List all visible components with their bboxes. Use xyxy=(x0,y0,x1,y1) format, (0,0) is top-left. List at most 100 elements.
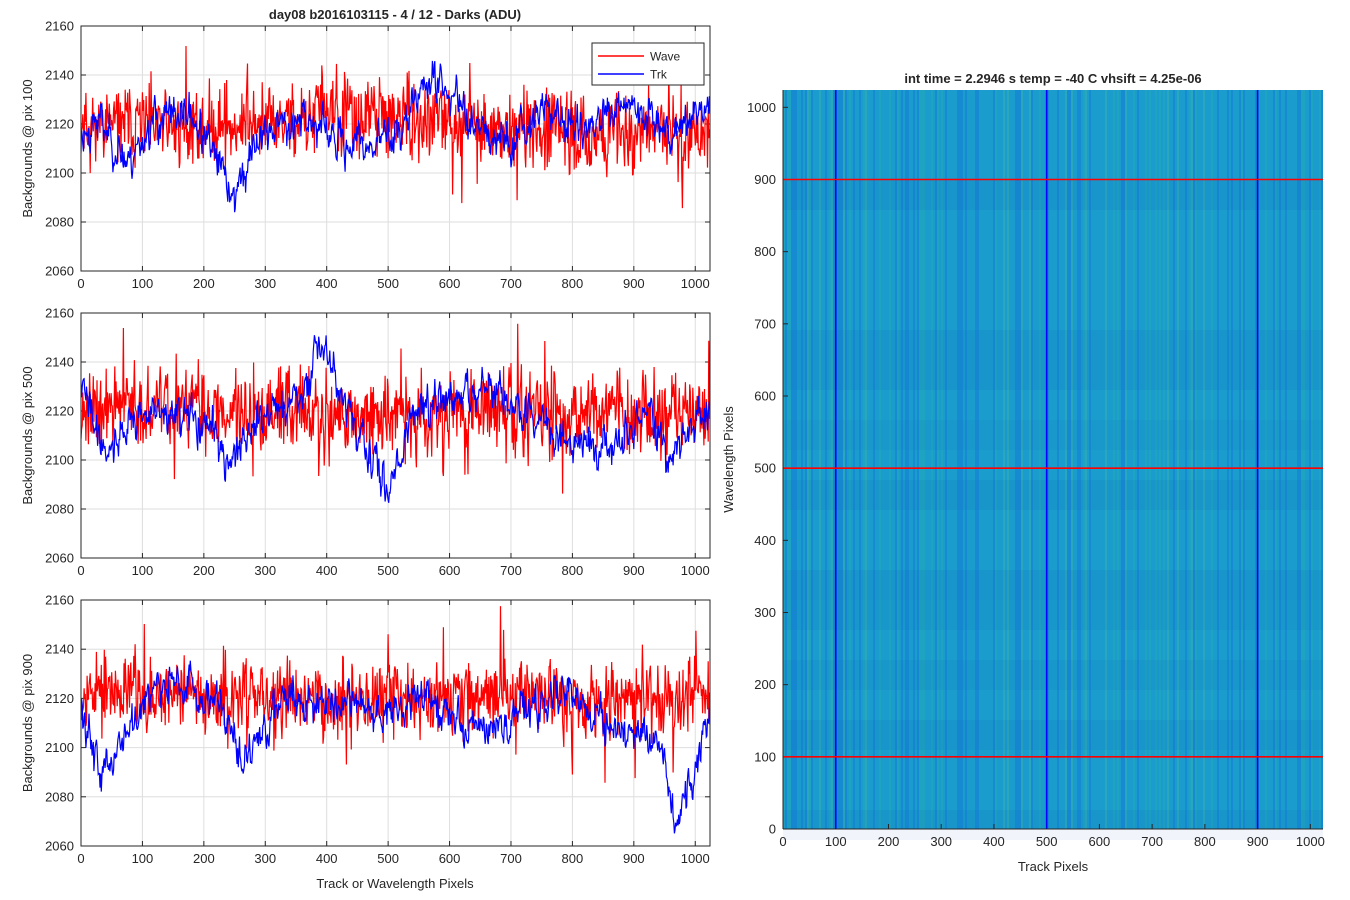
heatmap-column xyxy=(1275,90,1277,829)
x-tick-label: 0 xyxy=(77,563,84,578)
x-tick-label: 700 xyxy=(500,276,522,291)
heatmap-column xyxy=(945,90,947,829)
x-tick-label: 800 xyxy=(562,563,584,578)
heatmap-column xyxy=(977,90,979,829)
y-tick-label: 2060 xyxy=(45,551,74,566)
x-tick-label: 300 xyxy=(254,851,276,866)
x-tick-label: 100 xyxy=(132,276,154,291)
heatmap-column xyxy=(913,90,915,829)
heatmap-column xyxy=(1239,90,1241,829)
heatmap-column xyxy=(783,90,785,829)
x-tick-label: 600 xyxy=(1089,834,1111,849)
x-tick-label: 500 xyxy=(377,563,399,578)
y-tick-label: 2080 xyxy=(45,502,74,517)
heatmap-column xyxy=(1167,90,1169,829)
heatmap-column xyxy=(1189,90,1191,829)
y-axis-label: Backgrounds @ pix 100 xyxy=(20,79,35,217)
x-tick-label: 900 xyxy=(1247,834,1269,849)
heatmap-column xyxy=(1319,90,1321,829)
x-tick-label: 400 xyxy=(316,563,338,578)
heatmap-column xyxy=(853,90,855,829)
y-tick-label: 2120 xyxy=(45,117,74,132)
heatmap-column xyxy=(1155,90,1157,829)
heatmap-column xyxy=(1211,90,1213,829)
y-tick-label: 300 xyxy=(754,605,776,620)
heatmap-column xyxy=(931,90,933,829)
y-tick-label: 2160 xyxy=(45,593,74,608)
heatmap-column xyxy=(1227,90,1229,829)
heatmap-column xyxy=(941,90,943,829)
heatmap-column xyxy=(801,90,803,829)
heatmap-column xyxy=(1145,90,1147,829)
heatmap-column xyxy=(897,90,899,829)
heatmap-x-axis-label: Track Pixels xyxy=(1018,859,1089,874)
heatmap-column xyxy=(839,90,841,829)
heatmap-column xyxy=(1321,90,1323,829)
heatmap-column xyxy=(791,90,793,829)
series-line-wave xyxy=(81,45,710,209)
heatmap-column xyxy=(975,90,977,829)
heatmap-column xyxy=(879,90,881,829)
series-line-trk xyxy=(81,660,710,834)
heatmap-column xyxy=(807,90,809,829)
x-tick-label: 300 xyxy=(254,276,276,291)
x-tick-label: 900 xyxy=(623,851,645,866)
heatmap-column xyxy=(1003,90,1005,829)
heatmap-band xyxy=(783,480,1323,510)
heatmap-texture xyxy=(783,90,1323,840)
heatmap-column xyxy=(793,90,795,829)
heatmap-column xyxy=(1133,90,1135,829)
x-tick-label: 1000 xyxy=(1296,834,1325,849)
y-tick-label: 900 xyxy=(754,172,776,187)
heatmap-column xyxy=(841,90,843,829)
heatmap-column xyxy=(1123,90,1125,829)
heatmap-column xyxy=(809,90,811,829)
x-tick-label: 1000 xyxy=(681,563,710,578)
x-tick-label: 100 xyxy=(132,563,154,578)
x-tick-label: 500 xyxy=(1036,834,1058,849)
heatmap-column xyxy=(837,90,839,829)
heatmap-column xyxy=(959,90,961,829)
y-tick-label: 2080 xyxy=(45,789,74,804)
x-tick-label: 600 xyxy=(439,851,461,866)
heatmap-column xyxy=(785,90,787,829)
legend-box xyxy=(591,42,705,86)
legend-label: Wave xyxy=(650,50,681,64)
y-tick-label: 2120 xyxy=(45,404,74,419)
x-tick-label: 700 xyxy=(500,851,522,866)
heatmap-column xyxy=(829,90,831,829)
heatmap-column xyxy=(833,90,835,829)
y-tick-label: 2160 xyxy=(45,306,74,321)
heatmap-column xyxy=(1079,90,1081,829)
heatmap-column xyxy=(1309,90,1311,829)
heatmap-column xyxy=(921,90,923,829)
heatmap-title: int time = 2.2946 s temp = -40 C vhsift … xyxy=(904,71,1201,86)
heatmap-column xyxy=(957,90,959,829)
y-tick-label: 2100 xyxy=(45,740,74,755)
heatmap-band xyxy=(783,810,1323,840)
heatmap-column xyxy=(905,90,907,829)
heatmap-column xyxy=(1159,90,1161,829)
x-tick-label: 300 xyxy=(254,563,276,578)
y-tick-label: 1000 xyxy=(747,100,776,115)
heatmap-column xyxy=(1273,90,1275,829)
heatmap-column xyxy=(1265,90,1267,829)
heatmap-column xyxy=(1303,90,1305,829)
heatmap-column xyxy=(1255,90,1257,829)
heatmap-column xyxy=(1299,90,1301,829)
x-tick-label: 0 xyxy=(779,834,786,849)
y-tick-label: 2140 xyxy=(45,355,74,370)
y-tick-label: 0 xyxy=(769,822,776,837)
heatmap-column xyxy=(1301,90,1303,829)
heatmap-band xyxy=(783,570,1323,600)
heatmap-column xyxy=(923,90,925,829)
x-tick-label: 200 xyxy=(878,834,900,849)
heatmap-column xyxy=(831,90,833,829)
y-tick-label: 400 xyxy=(754,533,776,548)
axes-frame-0 xyxy=(80,25,711,272)
heatmap-column xyxy=(787,90,789,829)
x-tick-label: 100 xyxy=(825,834,847,849)
heatmap-column xyxy=(1311,90,1313,829)
heatmap-column xyxy=(1173,90,1175,829)
x-tick-label: 1000 xyxy=(681,276,710,291)
